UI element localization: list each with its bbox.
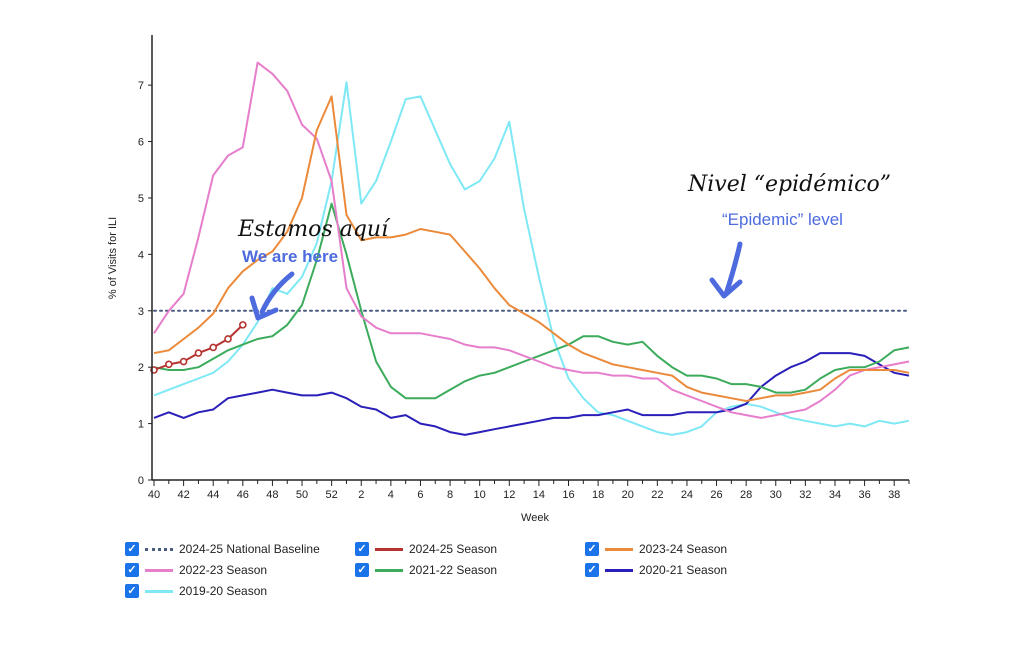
x-tick-label: 30 [770, 489, 782, 501]
series-point-marker [194, 349, 203, 357]
checkbox-checked-icon[interactable]: ✓ [585, 563, 599, 577]
series-line-2019-20-season [153, 81, 910, 436]
legend-item-2019-20[interactable]: ✓ 2019-20 Season [125, 582, 267, 600]
x-tick-label: 26 [710, 489, 722, 501]
x-tick-label: 2 [358, 489, 364, 501]
y-tick-label: 3 [138, 306, 144, 318]
x-tick-label: 12 [503, 489, 515, 501]
series-point-marker [179, 357, 188, 366]
x-tick-label: 10 [474, 489, 486, 501]
checkbox-checked-icon[interactable]: ✓ [125, 542, 139, 556]
x-tick-label: 18 [592, 489, 604, 501]
x-tick-label: 4 [388, 489, 394, 501]
legend-swatch [145, 589, 173, 593]
y-tick-label: 1 [138, 419, 144, 431]
x-tick-label: 44 [207, 489, 219, 501]
checkbox-checked-icon[interactable]: ✓ [355, 542, 369, 556]
checkbox-checked-icon[interactable]: ✓ [355, 563, 369, 577]
legend-label: 2022-23 Season [179, 563, 268, 577]
series-point-marker [209, 343, 218, 352]
annotation-epidemic-level: “Epidemic” level [722, 210, 843, 229]
x-tick-label: 36 [858, 489, 870, 501]
arrow-epidemic-level-icon [709, 241, 743, 299]
legend-label: 2019-20 Season [179, 584, 268, 598]
legend-label: 2024-25 National Baseline [179, 542, 320, 556]
annotation-estamos-aqui: Estamos aquí [237, 217, 391, 242]
legend-swatch [605, 568, 633, 572]
y-tick-label: 7 [138, 80, 144, 92]
y-tick-label: 6 [138, 137, 144, 149]
series-line-2020-21-season [153, 352, 910, 436]
x-tick-label: 16 [562, 489, 574, 501]
legend-swatch [145, 568, 173, 572]
series-point-marker [239, 321, 247, 329]
y-tick-label: 2 [138, 362, 144, 374]
legend-item-2020-21[interactable]: ✓ 2020-21 Season [585, 561, 727, 579]
legend-item-baseline[interactable]: ✓ 2024-25 National Baseline [125, 540, 320, 558]
legend-swatch [605, 547, 633, 551]
x-tick-label: 40 [148, 489, 160, 501]
y-tick-label: 0 [138, 475, 144, 487]
x-tick-label: 32 [799, 489, 811, 501]
x-tick-label: 38 [888, 489, 900, 501]
legend-item-2021-22[interactable]: ✓ 2021-22 Season [355, 561, 497, 579]
series-line-2023-24-season [153, 95, 910, 402]
y-tick-label: 4 [138, 249, 144, 261]
x-tick-label: 52 [326, 489, 338, 501]
x-tick-label: 8 [447, 489, 453, 501]
legend-item-2023-24[interactable]: ✓ 2023-24 Season [585, 540, 727, 558]
legend-swatch [375, 547, 403, 551]
y-tick-label: 5 [138, 193, 144, 205]
legend-label: 2024-25 Season [409, 542, 498, 556]
series-point-marker [165, 360, 173, 369]
annotation-nivel-epidemico: Nivel “epidémico” [687, 172, 891, 197]
x-tick-label: 50 [296, 489, 308, 501]
x-tick-label: 14 [533, 489, 545, 501]
x-tick-label: 22 [651, 489, 663, 501]
y-axis-title: % of Visits for ILI [107, 217, 119, 299]
x-tick-label: 28 [740, 489, 752, 501]
checkbox-checked-icon[interactable]: ✓ [125, 563, 139, 577]
arrow-we-are-here-icon [249, 271, 295, 321]
legend-item-2024-25[interactable]: ✓ 2024-25 Season [355, 540, 497, 558]
legend-swatch [145, 547, 173, 551]
x-tick-label: 46 [237, 489, 249, 501]
x-axis-title: Week [521, 512, 549, 524]
legend-item-2022-23[interactable]: ✓ 2022-23 Season [125, 561, 267, 579]
checkbox-checked-icon[interactable]: ✓ [585, 542, 599, 556]
x-tick-label: 6 [417, 489, 423, 501]
checkbox-checked-icon[interactable]: ✓ [125, 584, 139, 598]
x-tick-label: 20 [622, 489, 634, 501]
x-tick-label: 34 [829, 489, 841, 501]
series-line-2022-23-season [153, 61, 910, 419]
legend-label: 2020-21 Season [639, 563, 728, 577]
annotation-we-are-here: We are here [242, 247, 338, 266]
x-tick-label: 42 [177, 489, 189, 501]
x-tick-label: 48 [266, 489, 278, 501]
legend-label: 2023-24 Season [639, 542, 728, 556]
legend-swatch [375, 568, 403, 572]
legend-label: 2021-22 Season [409, 563, 498, 577]
series-point-marker [224, 335, 232, 343]
x-tick-label: 24 [681, 489, 693, 501]
